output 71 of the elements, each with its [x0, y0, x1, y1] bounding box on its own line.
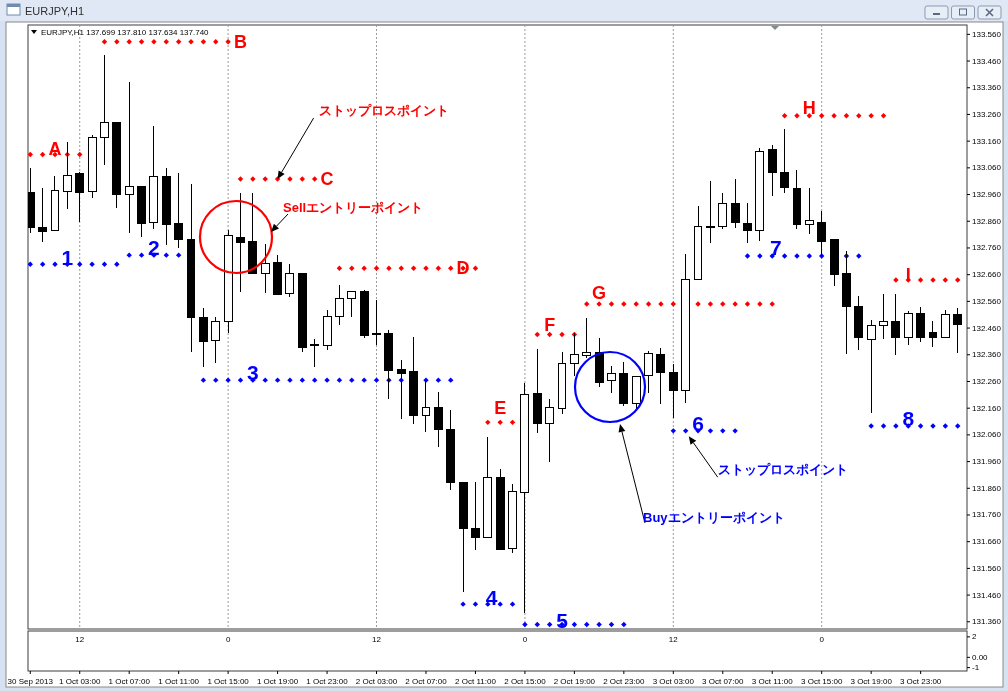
series-label: A — [48, 138, 62, 159]
x-tick-label: 1 Oct 03:00 — [59, 676, 101, 686]
y-tick-label: 133.360 — [972, 83, 1002, 93]
y-tick-label: 132.660 — [972, 270, 1002, 280]
chart-subtitle: EURJPY,H1 137.699 137.810 137.634 137.740 — [41, 27, 210, 37]
y-tick-label: 133.060 — [972, 163, 1002, 173]
series-label: 7 — [770, 236, 782, 260]
y-tick-label: 132.160 — [972, 403, 1002, 413]
y-tick-label: 133.460 — [972, 56, 1002, 66]
y-tick-label: 131.960 — [972, 457, 1002, 467]
x-tick-label: 3 Oct 23:00 — [899, 676, 942, 686]
x-tick-label: 1 Oct 15:00 — [207, 676, 250, 686]
x-tick-label: 2 Oct 15:00 — [504, 676, 547, 686]
series-label: E — [494, 398, 507, 419]
y-tick-label: 133.560 — [972, 29, 1002, 39]
y-tick-label: 133.260 — [972, 109, 1002, 119]
x-tick-label: 3 Oct 07:00 — [702, 676, 744, 686]
x-tick-label: 3 Oct 03:00 — [652, 676, 695, 686]
x-tick-label: 2 Oct 11:00 — [455, 676, 497, 686]
y-tick-label: 131.360 — [972, 617, 1002, 627]
x-tick-label: 2 Oct 23:00 — [603, 676, 646, 686]
series-label: F — [544, 315, 556, 336]
ref-line-label: 0 — [819, 634, 825, 644]
series-label: 5 — [556, 608, 569, 632]
y-tick-label: 132.860 — [972, 216, 1002, 226]
y-tick-label: 131.660 — [972, 537, 1002, 547]
annotation: ストップロスポイント — [717, 461, 848, 477]
y-tick-label: 131.860 — [972, 483, 1002, 493]
annotation: Sellエントリーポイント — [283, 199, 424, 215]
x-tick-label: 2 Oct 03:00 — [355, 676, 398, 686]
y-tick-label: -1 — [972, 663, 980, 673]
annotation: Buyエントリーポイント — [643, 509, 785, 525]
y-tick-label: 132.060 — [972, 430, 1002, 440]
x-tick-label: 1 Oct 11:00 — [158, 676, 200, 686]
series-label: H — [802, 97, 816, 118]
ref-line-label: 0 — [522, 634, 528, 644]
y-tick-label: 131.460 — [972, 590, 1002, 600]
x-tick-label: 1 Oct 23:00 — [306, 676, 349, 686]
x-tick-label: 3 Oct 19:00 — [850, 676, 893, 686]
ref-line-label: 0 — [225, 634, 231, 644]
chart-title: EURJPY,H1 — [25, 5, 85, 17]
ref-line-label: 12 — [372, 634, 382, 644]
series-label: C — [320, 169, 334, 190]
x-tick-label: 3 Oct 15:00 — [801, 676, 843, 686]
y-tick-label: 131.560 — [972, 563, 1002, 573]
ref-line-label: 12 — [75, 634, 85, 644]
y-tick-label: 131.760 — [972, 510, 1002, 520]
x-tick-label: 1 Oct 07:00 — [108, 676, 151, 686]
y-tick-label: 132.760 — [972, 243, 1002, 253]
x-tick-label: 30 Sep 2013 — [7, 676, 54, 686]
series-label: G — [592, 283, 607, 304]
y-tick-label: 132.460 — [972, 323, 1002, 333]
x-tick-label: 3 Oct 11:00 — [751, 676, 794, 686]
x-tick-label: 2 Oct 19:00 — [553, 676, 596, 686]
series-label: 3 — [247, 360, 259, 384]
annotation: ストップロスポイント — [318, 102, 449, 118]
ref-line-label: 12 — [668, 634, 679, 644]
series-label: 4 — [485, 585, 498, 609]
series-label: B — [233, 31, 247, 52]
series-label: D — [456, 258, 470, 279]
y-tick-label: 133.160 — [972, 136, 1002, 146]
y-tick-label: 132.960 — [972, 190, 1002, 200]
series-label: 8 — [902, 406, 915, 430]
y-tick-label: 0.00 — [972, 652, 989, 662]
y-tick-label: 132.260 — [972, 376, 1002, 386]
series-label: 2 — [148, 235, 160, 259]
y-tick-label: 132.360 — [972, 350, 1002, 360]
x-tick-label: 2 Oct 07:00 — [405, 676, 448, 686]
y-tick-label: 132.560 — [972, 296, 1002, 306]
x-tick-label: 1 Oct 19:00 — [256, 676, 299, 686]
y-tick-label: 2 — [972, 632, 977, 642]
